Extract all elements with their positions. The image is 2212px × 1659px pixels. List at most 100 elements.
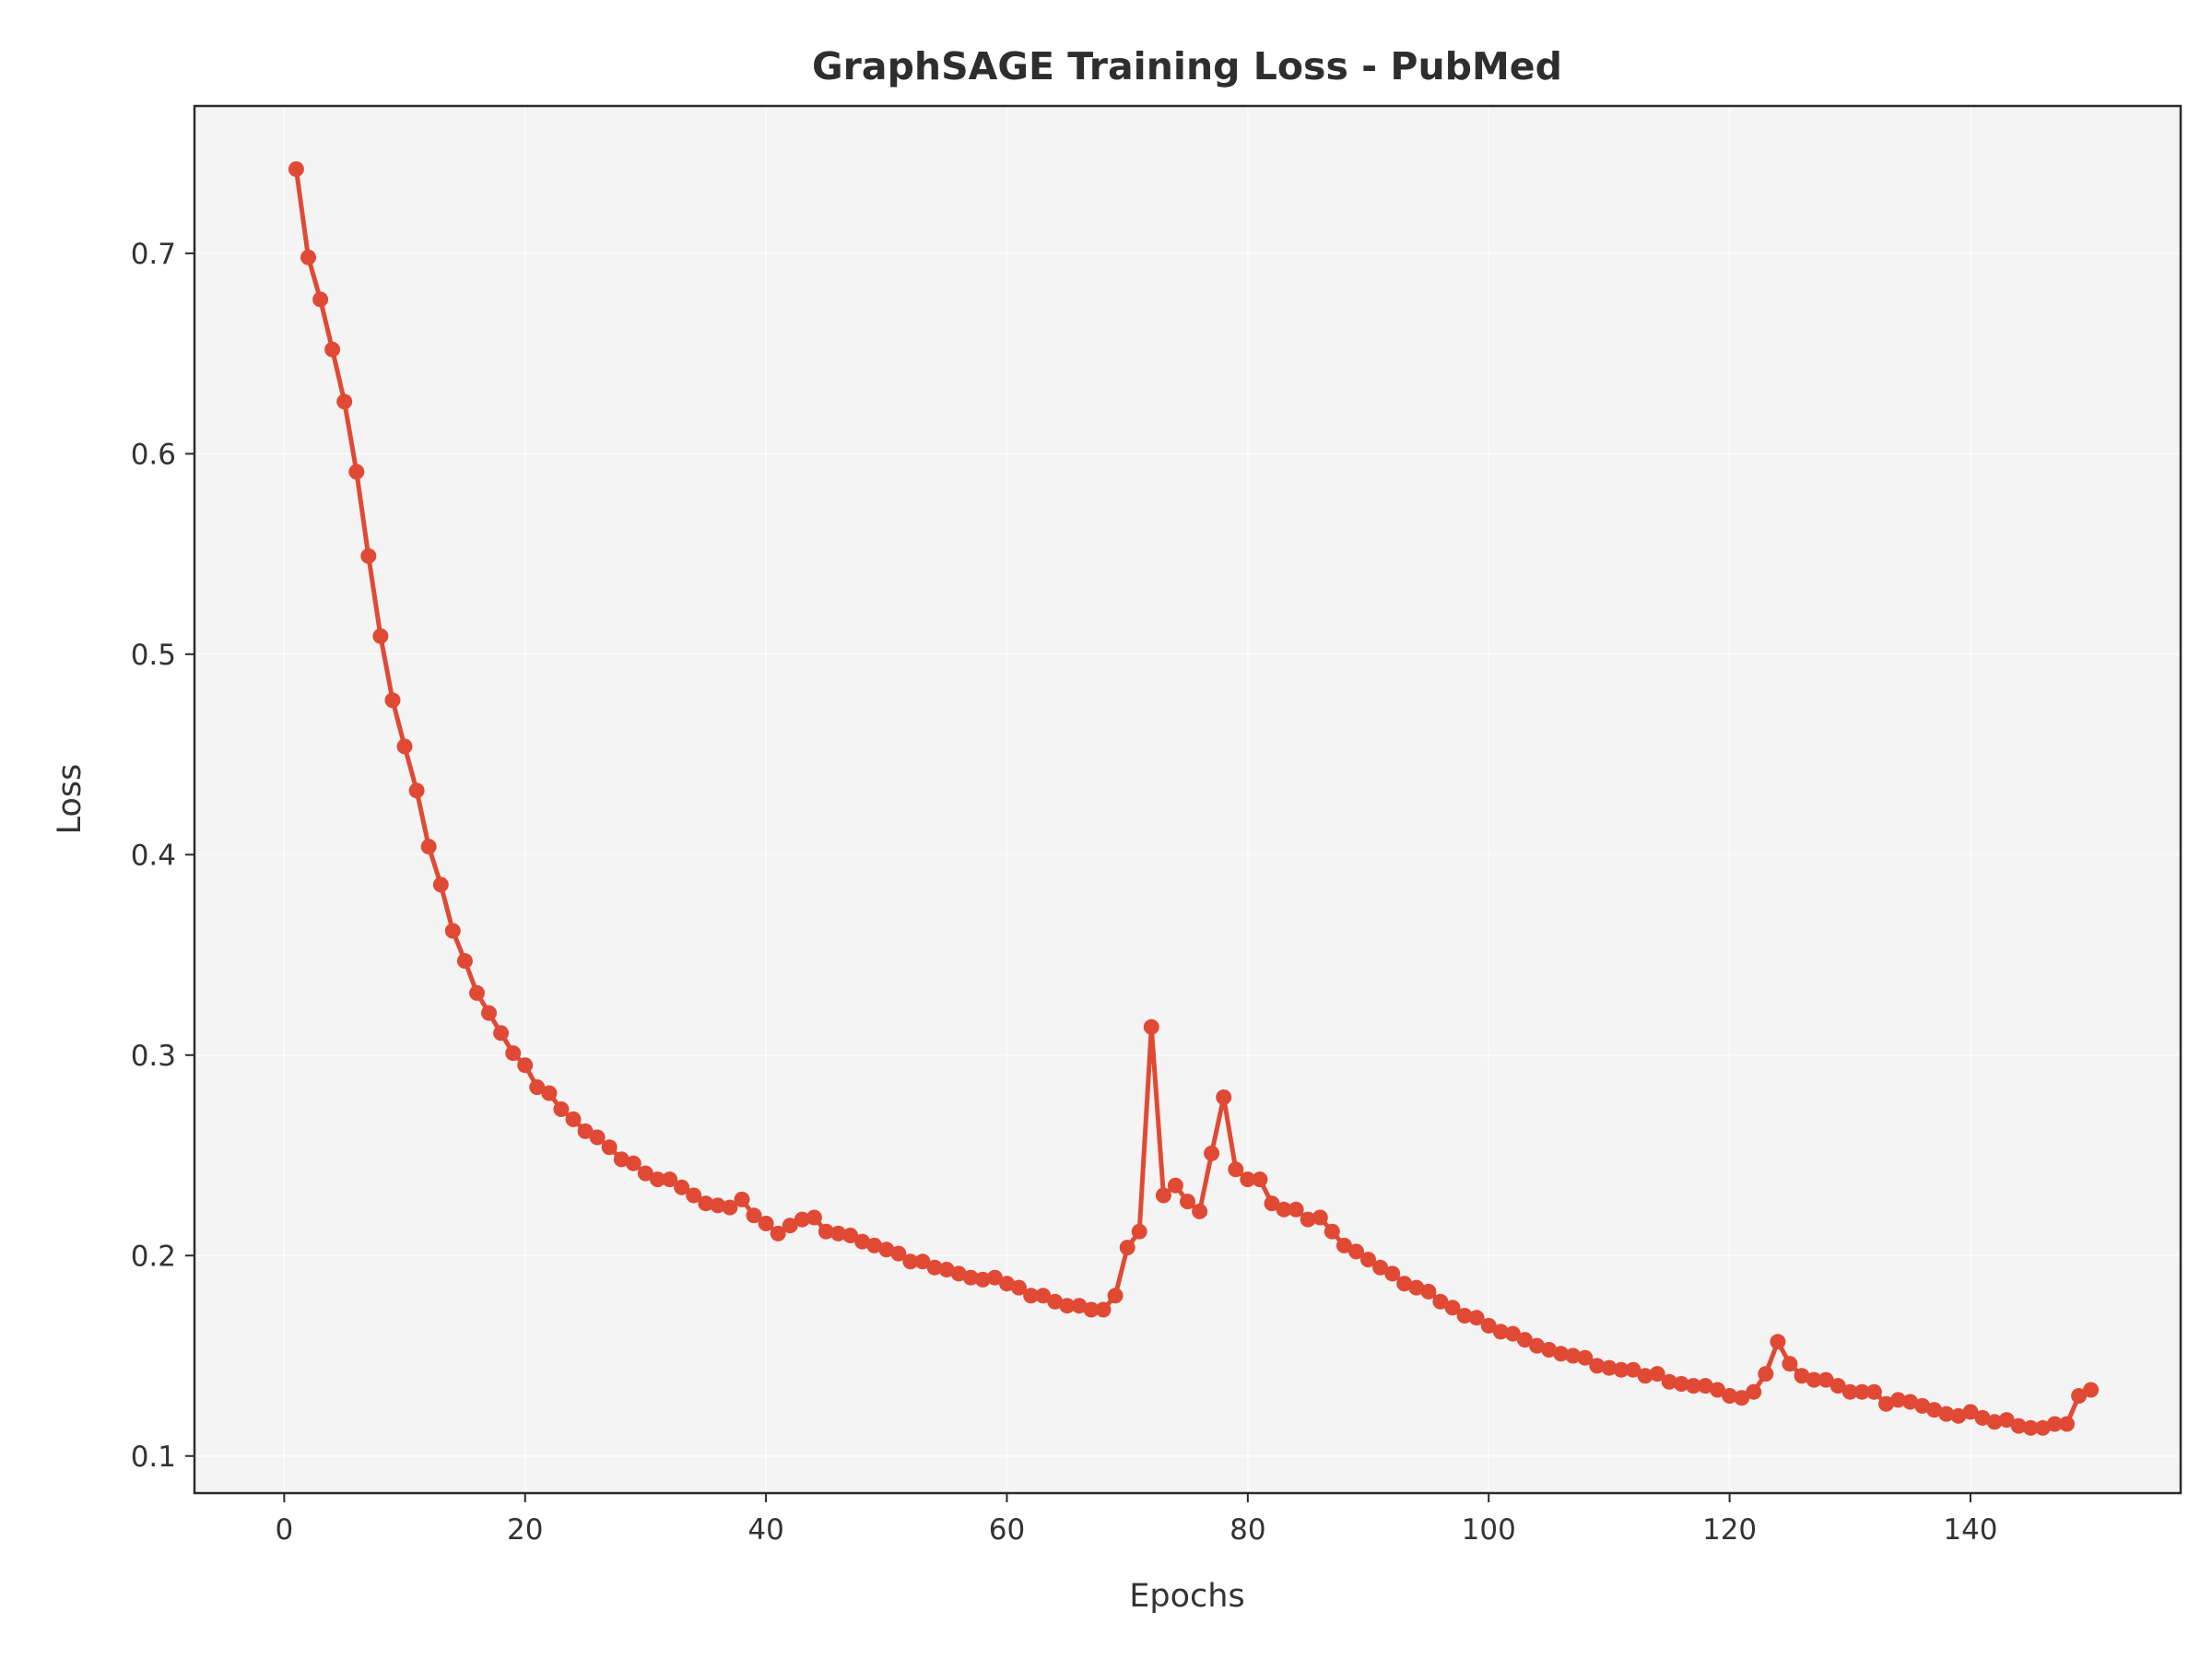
- data-point: [1998, 1412, 2015, 1429]
- data-point: [444, 923, 461, 939]
- data-point: [1722, 1388, 1738, 1404]
- x-tick-label: 0: [275, 1513, 293, 1547]
- data-point: [2059, 1416, 2075, 1432]
- y-tick-label: 0.1: [131, 1441, 176, 1474]
- data-point: [1192, 1203, 1208, 1219]
- data-point: [1396, 1276, 1413, 1292]
- data-point: [962, 1269, 979, 1286]
- x-tick-label: 100: [1462, 1513, 1516, 1547]
- data-point: [1541, 1342, 1558, 1358]
- data-point: [1818, 1371, 1834, 1388]
- data-point: [2083, 1382, 2100, 1398]
- x-tick-label: 120: [1702, 1513, 1757, 1547]
- data-point: [420, 839, 437, 855]
- data-point: [914, 1253, 931, 1270]
- data-point: [999, 1276, 1015, 1292]
- data-point: [710, 1197, 726, 1214]
- data-point: [1914, 1397, 1931, 1414]
- data-point: [336, 394, 353, 410]
- data-point: [1167, 1177, 1183, 1194]
- data-point: [1047, 1293, 1064, 1310]
- data-point: [1625, 1361, 1641, 1378]
- data-point: [553, 1101, 570, 1117]
- data-point: [1806, 1371, 1822, 1388]
- x-tick-label: 20: [507, 1513, 543, 1547]
- data-point: [1710, 1382, 1725, 1398]
- plot-frame: [193, 104, 2183, 1495]
- data-point: [577, 1123, 594, 1139]
- data-point: [2034, 1419, 2051, 1436]
- data-point: [1011, 1279, 1027, 1296]
- data-point: [1468, 1310, 1485, 1326]
- data-point: [1107, 1288, 1124, 1304]
- data-point: [818, 1223, 834, 1240]
- data-point: [1372, 1259, 1389, 1276]
- x-tick-label: 80: [1230, 1513, 1265, 1547]
- data-point: [1059, 1298, 1076, 1314]
- data-point: [529, 1079, 546, 1096]
- data-point: [1119, 1240, 1135, 1256]
- data-point: [1240, 1171, 1256, 1188]
- data-point: [1360, 1252, 1376, 1268]
- data-point: [1962, 1404, 1979, 1420]
- data-point: [806, 1209, 822, 1226]
- plot-area: [194, 106, 2181, 1493]
- data-point: [384, 692, 401, 709]
- data-point: [1456, 1308, 1473, 1324]
- data-point: [1734, 1390, 1750, 1406]
- chart-title: GraphSAGE Training Loss - PubMed: [812, 44, 1562, 88]
- data-point: [1131, 1223, 1147, 1240]
- data-point: [926, 1259, 943, 1276]
- data-point: [1216, 1089, 1232, 1105]
- data-point: [1023, 1288, 1040, 1304]
- data-point: [698, 1195, 714, 1212]
- data-point: [1529, 1337, 1545, 1354]
- data-point: [589, 1129, 606, 1146]
- data-point: [1902, 1394, 1919, 1410]
- data-point: [432, 877, 449, 893]
- data-point: [842, 1228, 859, 1243]
- data-point: [1324, 1223, 1340, 1240]
- x-tick-label: 140: [1943, 1513, 1997, 1547]
- data-point: [312, 291, 329, 308]
- data-point: [1516, 1332, 1533, 1348]
- data-point: [1204, 1145, 1220, 1161]
- data-point: [1926, 1402, 1943, 1418]
- data-point: [854, 1233, 871, 1250]
- y-tick-label: 0.4: [131, 839, 176, 872]
- data-point: [601, 1139, 618, 1156]
- data-point: [830, 1225, 846, 1241]
- data-point: [950, 1265, 967, 1282]
- data-point: [890, 1245, 907, 1262]
- data-point: [770, 1225, 786, 1241]
- y-axis-label: Loss: [52, 764, 88, 835]
- data-point: [613, 1151, 629, 1168]
- data-point: [2022, 1419, 2039, 1436]
- data-point: [481, 1005, 497, 1021]
- y-tick-label: 0.3: [131, 1040, 176, 1073]
- data-point: [1312, 1209, 1328, 1226]
- data-point: [2010, 1418, 2027, 1434]
- data-point: [288, 161, 304, 177]
- data-point: [1444, 1300, 1461, 1316]
- data-point: [1794, 1368, 1810, 1384]
- data-point: [722, 1199, 738, 1216]
- data-point: [1613, 1361, 1630, 1378]
- data-point: [1770, 1334, 1786, 1350]
- data-point: [974, 1271, 991, 1288]
- grid: [194, 106, 2181, 1493]
- data-point: [1601, 1359, 1618, 1376]
- data-point: [1758, 1366, 1774, 1382]
- data-point: [408, 782, 425, 799]
- data-point: [1697, 1378, 1713, 1394]
- data-point: [674, 1179, 690, 1195]
- data-point: [1589, 1358, 1606, 1374]
- data-point: [758, 1216, 774, 1231]
- data-point: [986, 1269, 1003, 1286]
- data-point: [469, 984, 485, 1001]
- data-point: [1746, 1383, 1762, 1400]
- data-point: [1035, 1288, 1052, 1304]
- data-point: [1408, 1279, 1425, 1296]
